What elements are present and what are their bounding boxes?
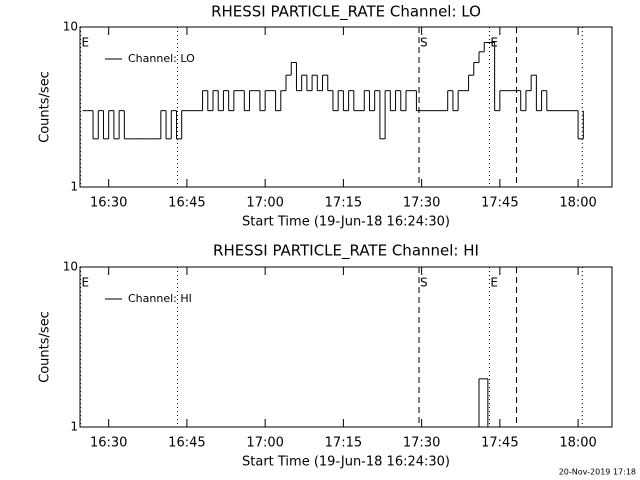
y-axis-label: Counts/sec <box>38 71 53 143</box>
x-axis-label: Start Time (19-Jun-18 16:24:30) <box>242 215 450 230</box>
x-tick-label: 17:15 <box>325 436 362 451</box>
time-marker-label: S <box>420 36 428 50</box>
x-tick-label: 18:00 <box>559 436 596 451</box>
chart-title: RHESSI PARTICLE_RATE Channel: LO <box>211 3 481 22</box>
x-axis-label: Start Time (19-Jun-18 16:24:30) <box>242 455 450 470</box>
x-tick-label: 16:45 <box>168 196 205 211</box>
legend-label: Channel: HI <box>128 292 192 305</box>
chart-title: RHESSI PARTICLE_RATE Channel: HI <box>213 242 479 261</box>
x-tick-label: 17:00 <box>246 196 283 211</box>
time-marker-label: E <box>82 276 90 290</box>
y-tick-label: 10 <box>63 260 78 274</box>
legend-label: Channel: LO <box>128 52 195 65</box>
x-tick-label: 17:30 <box>403 436 440 451</box>
y-tick-label: 1 <box>70 420 78 434</box>
x-tick-label: 16:30 <box>90 436 127 451</box>
x-tick-label: 17:15 <box>325 196 362 211</box>
plot-frame <box>79 26 613 188</box>
x-tick-label: 17:45 <box>481 436 518 451</box>
time-marker-label: E <box>82 36 90 50</box>
y-axis-label: Counts/sec <box>38 311 53 383</box>
x-tick-label: 16:30 <box>90 196 127 211</box>
time-marker-label: E <box>490 276 498 290</box>
x-tick-label: 16:45 <box>168 436 205 451</box>
x-tick-label: 17:30 <box>403 196 440 211</box>
y-tick-label: 10 <box>63 20 78 34</box>
x-tick-label: 18:00 <box>559 196 596 211</box>
y-tick-label: 1 <box>70 180 78 194</box>
x-tick-label: 17:45 <box>481 196 518 211</box>
time-marker-label: S <box>420 276 428 290</box>
footer: 20-Nov-2019 17:18 <box>559 468 636 477</box>
x-tick-label: 17:00 <box>246 436 283 451</box>
